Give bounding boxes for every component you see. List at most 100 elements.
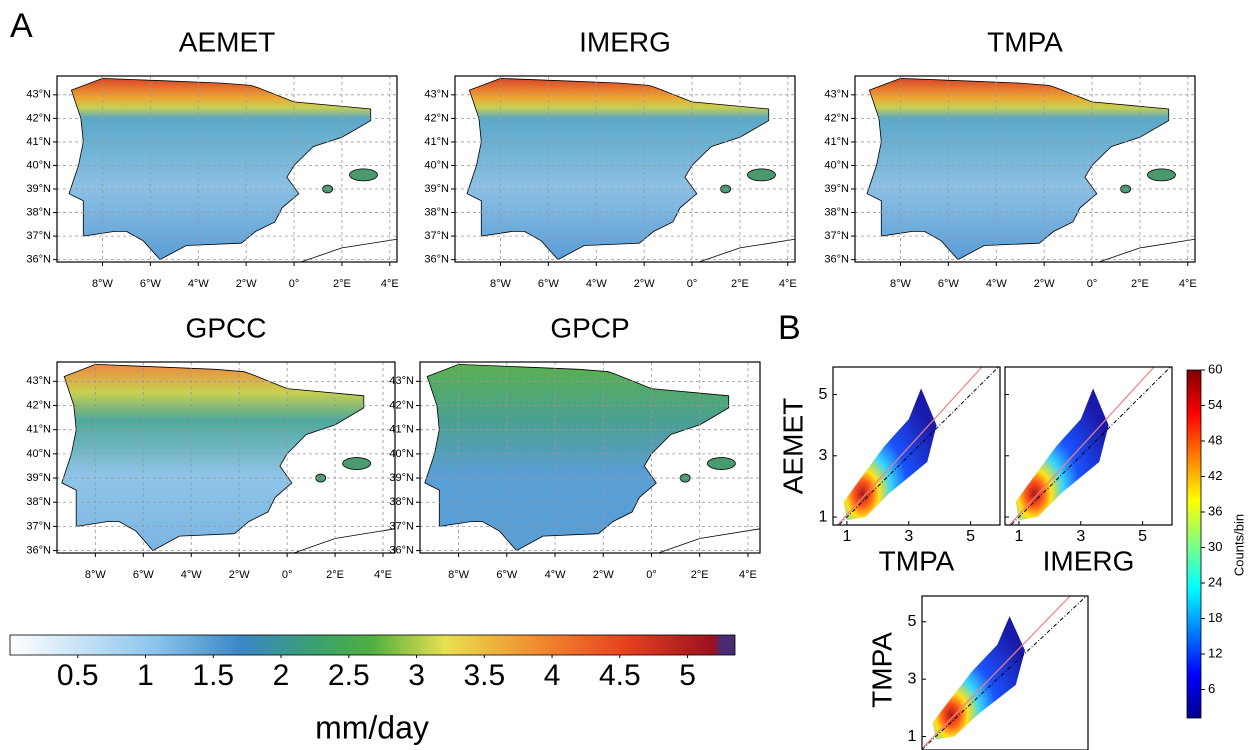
colorbar-tick-label: 1.5 (192, 659, 234, 692)
lat-tick-label: 41°N (824, 136, 849, 148)
island (747, 168, 776, 182)
map-area (855, 76, 1195, 262)
lon-tick-label: 8°W (92, 278, 114, 290)
lat-tick-label: 37°N (26, 520, 51, 532)
lat-tick-label: 37°N (824, 230, 849, 242)
colorbar-tick-label: 5 (679, 659, 696, 692)
lat-tick-label: 37°N (26, 230, 51, 242)
x-axis-label: IMERG (1043, 545, 1135, 576)
density-area (1005, 367, 1172, 525)
x-tick-label: 3 (904, 528, 913, 545)
lat-tick-label: 42°N (389, 399, 414, 411)
lon-tick-label: 4°E (779, 278, 797, 290)
lat-tick-label: 40°N (26, 159, 51, 171)
lon-tick-label: 6°W (496, 569, 518, 581)
lat-tick-label: 38°N (424, 206, 449, 218)
y-tick-label: 1 (908, 728, 917, 745)
lon-tick-label: 8°W (85, 569, 107, 581)
map-title: GPCC (186, 312, 267, 343)
y-tick-label: 3 (908, 670, 917, 687)
lon-tick-label: 2°E (333, 278, 351, 290)
density-cloud (843, 388, 937, 521)
lon-tick-label: 2°E (691, 569, 709, 581)
one-to-one-line (1010, 367, 1172, 525)
lon-tick-label: 0° (1087, 278, 1098, 290)
lon-tick-label: 2°W (229, 569, 251, 581)
lon-tick-label: 2°E (1131, 278, 1149, 290)
x-tick-label: 5 (1138, 528, 1147, 545)
lat-tick-label: 39°N (26, 472, 51, 484)
panel-frame (921, 595, 1089, 750)
lat-tick-label: 39°N (26, 183, 51, 195)
lat-tick-label: 40°N (389, 448, 414, 460)
counts-tick-label: 24 (1208, 574, 1222, 589)
map-frame (56, 361, 396, 554)
lat-tick-label: 36°N (824, 254, 849, 266)
lon-tick-label: 0° (282, 569, 293, 581)
land-field (866, 77, 1170, 261)
counts-tick-label: 54 (1208, 397, 1222, 412)
counts-tick-label: 30 (1208, 539, 1222, 554)
lon-tick-label: 4°E (374, 569, 392, 581)
x-tick-label: 5 (966, 528, 975, 545)
coastline (657, 528, 760, 553)
lat-tick-label: 39°N (389, 472, 414, 484)
colorbar-tick-label: 2.5 (328, 659, 370, 692)
x-tick-label: 3 (1076, 528, 1085, 545)
lon-tick-label: 8°W (490, 278, 512, 290)
lat-tick-label: 42°N (824, 112, 849, 124)
lon-tick-label: 2°W (593, 569, 615, 581)
lon-tick-label: 0° (687, 278, 698, 290)
density-area (833, 367, 1000, 525)
lon-tick-label: 4°W (586, 278, 608, 290)
land-field (424, 363, 730, 552)
map-area (57, 76, 397, 262)
lon-tick-label: 6°W (538, 278, 560, 290)
colorbar-tick-label: 4.5 (599, 659, 641, 692)
lon-tick-label: 4°E (739, 569, 757, 581)
counts-tick-label: 18 (1208, 610, 1222, 625)
y-tick-label: 5 (819, 386, 828, 403)
lon-tick-label: 6°W (938, 278, 960, 290)
map-area (455, 76, 795, 262)
x-axis-label: TMPA (879, 545, 955, 576)
coastline (697, 238, 795, 262)
lat-tick-label: 37°N (424, 230, 449, 242)
map-frame (854, 75, 1196, 263)
lon-tick-label: 4°E (381, 278, 399, 290)
map-frame (56, 75, 398, 263)
lat-tick-label: 42°N (26, 399, 51, 411)
lat-tick-label: 36°N (26, 544, 51, 556)
coastline (292, 528, 395, 553)
counts-tick-label: 6 (1208, 681, 1215, 696)
lat-tick-label: 37°N (389, 520, 414, 532)
lat-tick-label: 36°N (389, 544, 414, 556)
island (707, 457, 736, 470)
map-title: GPCP (550, 312, 629, 343)
colorbar-tick-label: 3 (408, 659, 425, 692)
lat-tick-label: 43°N (824, 89, 849, 101)
lat-tick-label: 39°N (824, 183, 849, 195)
density-cloud (932, 616, 1025, 740)
density-area (922, 596, 1088, 750)
lat-tick-label: 43°N (26, 89, 51, 101)
lat-tick-label: 38°N (26, 496, 51, 508)
island (342, 457, 372, 470)
counts-tick-label: 60 (1208, 361, 1222, 376)
counts-tick-label: 42 (1208, 468, 1222, 483)
y-tick-label: 1 (819, 508, 828, 525)
lat-tick-label: 43°N (26, 375, 51, 387)
lat-tick-label: 41°N (26, 136, 51, 148)
fit-line (836, 367, 983, 525)
lat-tick-label: 38°N (389, 496, 414, 508)
lat-tick-label: 39°N (424, 183, 449, 195)
one-to-one-line (838, 367, 1000, 525)
density-cloud (1015, 388, 1109, 521)
lat-tick-label: 40°N (424, 159, 449, 171)
lon-tick-label: 8°W (448, 569, 470, 581)
colorbar-tick-label: 3.5 (463, 659, 505, 692)
lon-tick-label: 2°W (634, 278, 656, 290)
lat-tick-label: 40°N (824, 159, 849, 171)
lon-tick-label: 4°W (986, 278, 1008, 290)
map-title: IMERG (579, 26, 671, 57)
